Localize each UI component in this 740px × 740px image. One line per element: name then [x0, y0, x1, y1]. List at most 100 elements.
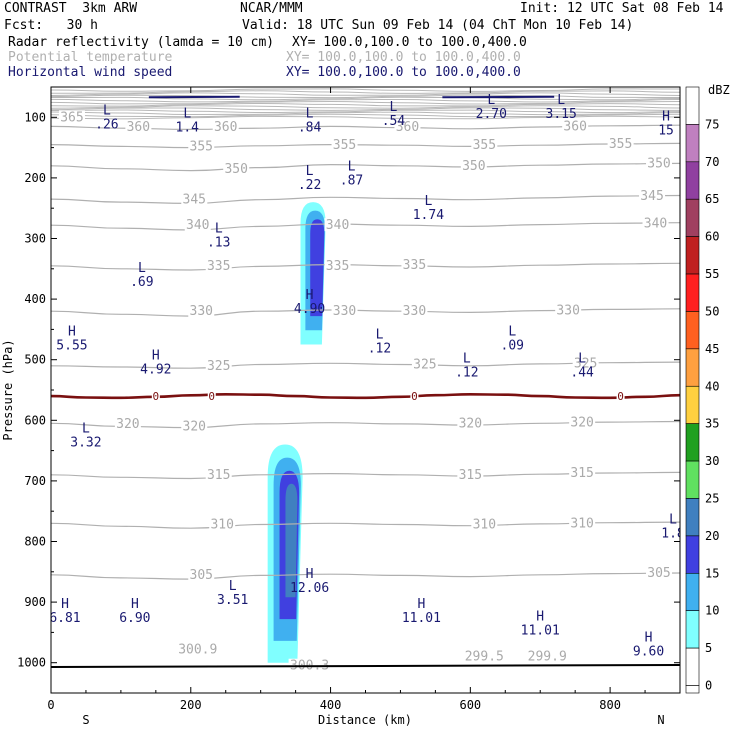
- theta-label-bg: [331, 138, 358, 152]
- y-tick-label: 300: [24, 232, 46, 246]
- theta-label-bg: [401, 304, 428, 318]
- upper-band-contour: [51, 107, 680, 111]
- freezing-level-label: 0: [208, 390, 215, 403]
- y-tick-label: 900: [24, 595, 46, 609]
- organization: NCAR/MMM: [240, 1, 303, 16]
- colorbar-label: 30: [705, 454, 719, 468]
- theta-label-bg: [569, 415, 596, 429]
- extremum-L: L: [82, 421, 90, 436]
- colorbar-swatch-5: [685, 610, 700, 649]
- theta-label: 320: [116, 417, 139, 432]
- colorbar-unit: dBZ: [708, 83, 730, 97]
- extremum-value: 11.01: [402, 611, 441, 626]
- extremum-value: .26: [95, 117, 118, 132]
- extremum-L: L: [215, 221, 223, 236]
- extremum-value: .12: [455, 366, 478, 381]
- freezing-label-bg: [410, 390, 419, 403]
- freezing-label-bg: [151, 390, 160, 403]
- extremum-H: H: [61, 597, 69, 612]
- theta-contour-340: [51, 222, 680, 231]
- extremum-value: 2.70: [476, 107, 507, 122]
- theta-label: 350: [224, 162, 247, 177]
- y-tick-label: 700: [24, 474, 46, 488]
- extremum-L: L: [390, 100, 398, 115]
- x-tick-label: 0: [47, 698, 54, 712]
- extremum-H: H: [645, 630, 653, 645]
- extremum-value: 3.15: [546, 107, 577, 122]
- theta-label: 330: [403, 304, 426, 319]
- theta-label: 345: [640, 189, 663, 204]
- theta-label: 360: [396, 120, 419, 135]
- theta-label-bg: [324, 218, 351, 232]
- theta-label-bg: [463, 649, 506, 663]
- y-tick-label: 500: [24, 353, 46, 367]
- extremum-H: H: [68, 324, 76, 339]
- field-xy-wind: XY= 100.0,100.0 to 100.0,400.0: [286, 65, 521, 80]
- theta-label: 345: [183, 193, 206, 208]
- extremum-value: 11.01: [521, 623, 560, 638]
- theta-label: 355: [609, 137, 632, 152]
- theta-label-bg: [394, 119, 421, 133]
- colorbar-label: 10: [705, 604, 719, 618]
- extremum-L: L: [487, 93, 495, 108]
- colorbar-swatch-0: [685, 647, 700, 686]
- colorbar-swatch-25: [685, 460, 700, 499]
- colorbar-label: 65: [705, 192, 719, 206]
- extremum-value: 3.32: [70, 435, 101, 450]
- y-tick-label: 200: [24, 171, 46, 185]
- theta-label-bg: [642, 216, 669, 230]
- theta-label: 340: [326, 218, 349, 233]
- extremum-L: L: [424, 194, 432, 209]
- valid-time: Valid: 18 UTC Sun 09 Feb 14 (04 ChT Mon …: [242, 18, 634, 33]
- upper-band-contour: [51, 111, 680, 116]
- theta-label-bg: [460, 158, 487, 172]
- theta-label: 315: [459, 468, 482, 483]
- theta-label: 335: [207, 259, 230, 274]
- colorbar-swatch-60: [685, 198, 700, 237]
- theta-label: 365: [60, 110, 83, 125]
- x-tick-label: 400: [320, 698, 342, 712]
- theta-label-bg: [209, 517, 236, 531]
- upper-band-contour: [51, 105, 680, 109]
- extremum-H: H: [306, 567, 314, 582]
- extremum-value: .69: [130, 275, 153, 290]
- extremum-H: H: [662, 109, 670, 124]
- freezing-level: 0 0 0 0: [51, 390, 680, 403]
- theta-label-bg: [646, 156, 673, 170]
- y-axis-label: Pressure (hPa): [1, 339, 15, 440]
- theta-label-bg: [639, 189, 666, 203]
- theta-label-bg: [457, 467, 484, 481]
- upper-band-contour: [51, 113, 680, 118]
- theta-label-bg: [125, 119, 152, 133]
- theta-label-bg: [188, 139, 215, 153]
- freezing-level-label: 0: [153, 390, 160, 403]
- theta-label: 325: [413, 358, 436, 373]
- colorbar-swatch-70: [685, 124, 700, 163]
- extremum-value: 1.4: [176, 120, 200, 135]
- colorbar-label: 70: [705, 155, 719, 169]
- upper-band-contour: [51, 98, 680, 103]
- freezing-level-label: 0: [411, 390, 418, 403]
- theta-label-bg: [205, 258, 232, 272]
- extremum-L: L: [306, 106, 314, 121]
- theta-label: 320: [183, 419, 206, 434]
- colorbar-swatch-15: [685, 535, 700, 574]
- colorbar-label: 75: [705, 117, 719, 131]
- colorbar-label: 15: [705, 566, 719, 580]
- extremum-value: .09: [501, 338, 524, 353]
- extremum-L: L: [578, 352, 586, 367]
- theta-label-bg: [181, 419, 208, 433]
- extremum-H: H: [417, 597, 425, 612]
- theta-label-bg: [572, 356, 599, 370]
- extremum-L: L: [557, 93, 565, 108]
- theta-label-bg: [526, 649, 569, 663]
- extremum-L: L: [306, 164, 314, 179]
- colorbar-label: 20: [705, 529, 719, 543]
- upper-band-contour: [51, 102, 680, 107]
- colorbar-swatch-55: [685, 236, 700, 275]
- extremum-value: 3.51: [217, 593, 248, 608]
- theta-label-bg: [562, 119, 589, 133]
